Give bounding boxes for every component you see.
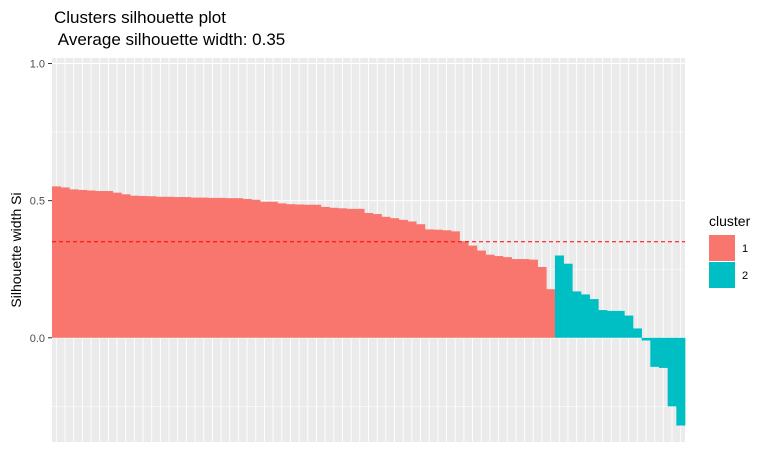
silhouette-bar-cluster-1 (528, 259, 538, 338)
silhouette-bar-cluster-1 (468, 245, 478, 338)
silhouette-bar-cluster-1 (242, 198, 252, 338)
chart-title: Clusters silhouette plot (54, 8, 226, 27)
silhouette-bar-cluster-1 (312, 204, 322, 338)
y-tick-label: 0.5 (30, 196, 45, 208)
silhouette-bar-cluster-1 (355, 208, 365, 338)
silhouette-bar-cluster-1 (546, 289, 556, 338)
silhouette-bar-cluster-1 (294, 204, 304, 338)
silhouette-bar-cluster-1 (147, 196, 157, 338)
silhouette-bar-cluster-2 (563, 263, 573, 338)
silhouette-bar-cluster-1 (320, 206, 330, 338)
silhouette-bar-cluster-2 (658, 337, 669, 368)
y-axis-title: Silhouette width Si (8, 192, 24, 307)
silhouette-bar-cluster-1 (78, 189, 88, 338)
silhouette-bar-cluster-2 (598, 310, 608, 338)
y-tick-label: 1.0 (30, 58, 45, 70)
silhouette-bar-cluster-1 (234, 198, 244, 338)
silhouette-bar-cluster-1 (476, 250, 486, 338)
silhouette-bar-cluster-1 (190, 197, 200, 338)
silhouette-bar-cluster-1 (199, 197, 209, 338)
silhouette-bar-cluster-1 (277, 203, 287, 338)
silhouette-bar-cluster-1 (372, 214, 382, 338)
silhouette-bar-cluster-1 (182, 197, 192, 338)
silhouette-bar-cluster-1 (537, 267, 547, 338)
silhouette-bar-cluster-2 (615, 310, 625, 338)
silhouette-bar-cluster-1 (95, 191, 105, 338)
silhouette-bar-cluster-1 (381, 216, 391, 338)
legend-label-cluster-1: 1 (742, 243, 748, 255)
legend-title: cluster (709, 213, 751, 229)
silhouette-bar-cluster-1 (450, 231, 460, 338)
silhouette-bar-cluster-2 (572, 291, 582, 338)
y-axis: 0.0 0.5 1.0 (30, 58, 52, 345)
silhouette-bar-cluster-2 (589, 299, 599, 338)
silhouette-bar-cluster-1 (86, 190, 96, 338)
silhouette-bar-cluster-1 (138, 195, 148, 338)
bars (52, 186, 686, 426)
legend-key-cluster-1 (709, 235, 735, 261)
silhouette-bar-cluster-1 (459, 241, 469, 338)
silhouette-bar-cluster-1 (433, 229, 443, 338)
silhouette-bar-cluster-2 (580, 294, 590, 338)
silhouette-bar-cluster-1 (494, 256, 504, 338)
silhouette-bar-cluster-1 (424, 229, 434, 338)
silhouette-bar-cluster-1 (251, 199, 261, 338)
silhouette-bar-cluster-1 (208, 197, 218, 338)
silhouette-bar-cluster-1 (485, 254, 495, 338)
legend-key-cluster-2 (709, 262, 735, 288)
silhouette-bar-cluster-2 (624, 315, 634, 338)
silhouette-bar-cluster-1 (52, 186, 62, 338)
silhouette-bar-cluster-1 (225, 198, 235, 338)
silhouette-bar-cluster-1 (104, 191, 114, 338)
silhouette-bar-cluster-2 (667, 337, 677, 407)
silhouette-bar-cluster-1 (60, 187, 70, 338)
silhouette-bar-cluster-2 (606, 310, 616, 338)
silhouette-bar-cluster-2 (676, 337, 686, 426)
silhouette-bar-cluster-1 (390, 218, 400, 338)
silhouette-bar-cluster-1 (329, 207, 339, 338)
silhouette-bar-cluster-1 (69, 189, 79, 338)
silhouette-bar-cluster-1 (121, 194, 131, 338)
silhouette-bar-cluster-1 (416, 224, 426, 338)
silhouette-bar-cluster-1 (130, 195, 140, 338)
legend: cluster 1 2 (709, 213, 751, 288)
silhouette-bar-cluster-1 (520, 259, 530, 338)
silhouette-bar-cluster-1 (216, 197, 226, 338)
silhouette-bar-cluster-1 (303, 204, 313, 338)
silhouette-bar-cluster-1 (442, 230, 452, 338)
silhouette-bar-cluster-1 (346, 208, 356, 338)
y-tick-label: 0.0 (30, 333, 45, 345)
silhouette-bar-cluster-1 (286, 204, 296, 338)
silhouette-bar-cluster-1 (173, 197, 183, 338)
silhouette-bar-cluster-1 (164, 196, 174, 338)
silhouette-bar-cluster-1 (511, 259, 521, 338)
silhouette-bar-cluster-1 (398, 219, 408, 338)
silhouette-bar-cluster-2 (641, 337, 651, 341)
silhouette-bar-cluster-1 (268, 201, 278, 338)
silhouette-bar-cluster-1 (112, 192, 122, 338)
silhouette-bar-cluster-1 (407, 221, 417, 338)
silhouette-bar-cluster-1 (260, 201, 270, 338)
silhouette-bar-cluster-2 (650, 337, 660, 367)
silhouette-bar-cluster-2 (554, 255, 564, 338)
silhouette-bar-cluster-1 (338, 208, 348, 338)
silhouette-bar-cluster-2 (632, 328, 642, 338)
silhouette-bar-cluster-1 (502, 257, 512, 338)
silhouette-bar-cluster-1 (156, 196, 166, 338)
silhouette-bar-cluster-1 (364, 212, 374, 338)
chart-subtitle: Average silhouette width: 0.35 (54, 30, 285, 49)
legend-label-cluster-2: 2 (742, 270, 748, 282)
